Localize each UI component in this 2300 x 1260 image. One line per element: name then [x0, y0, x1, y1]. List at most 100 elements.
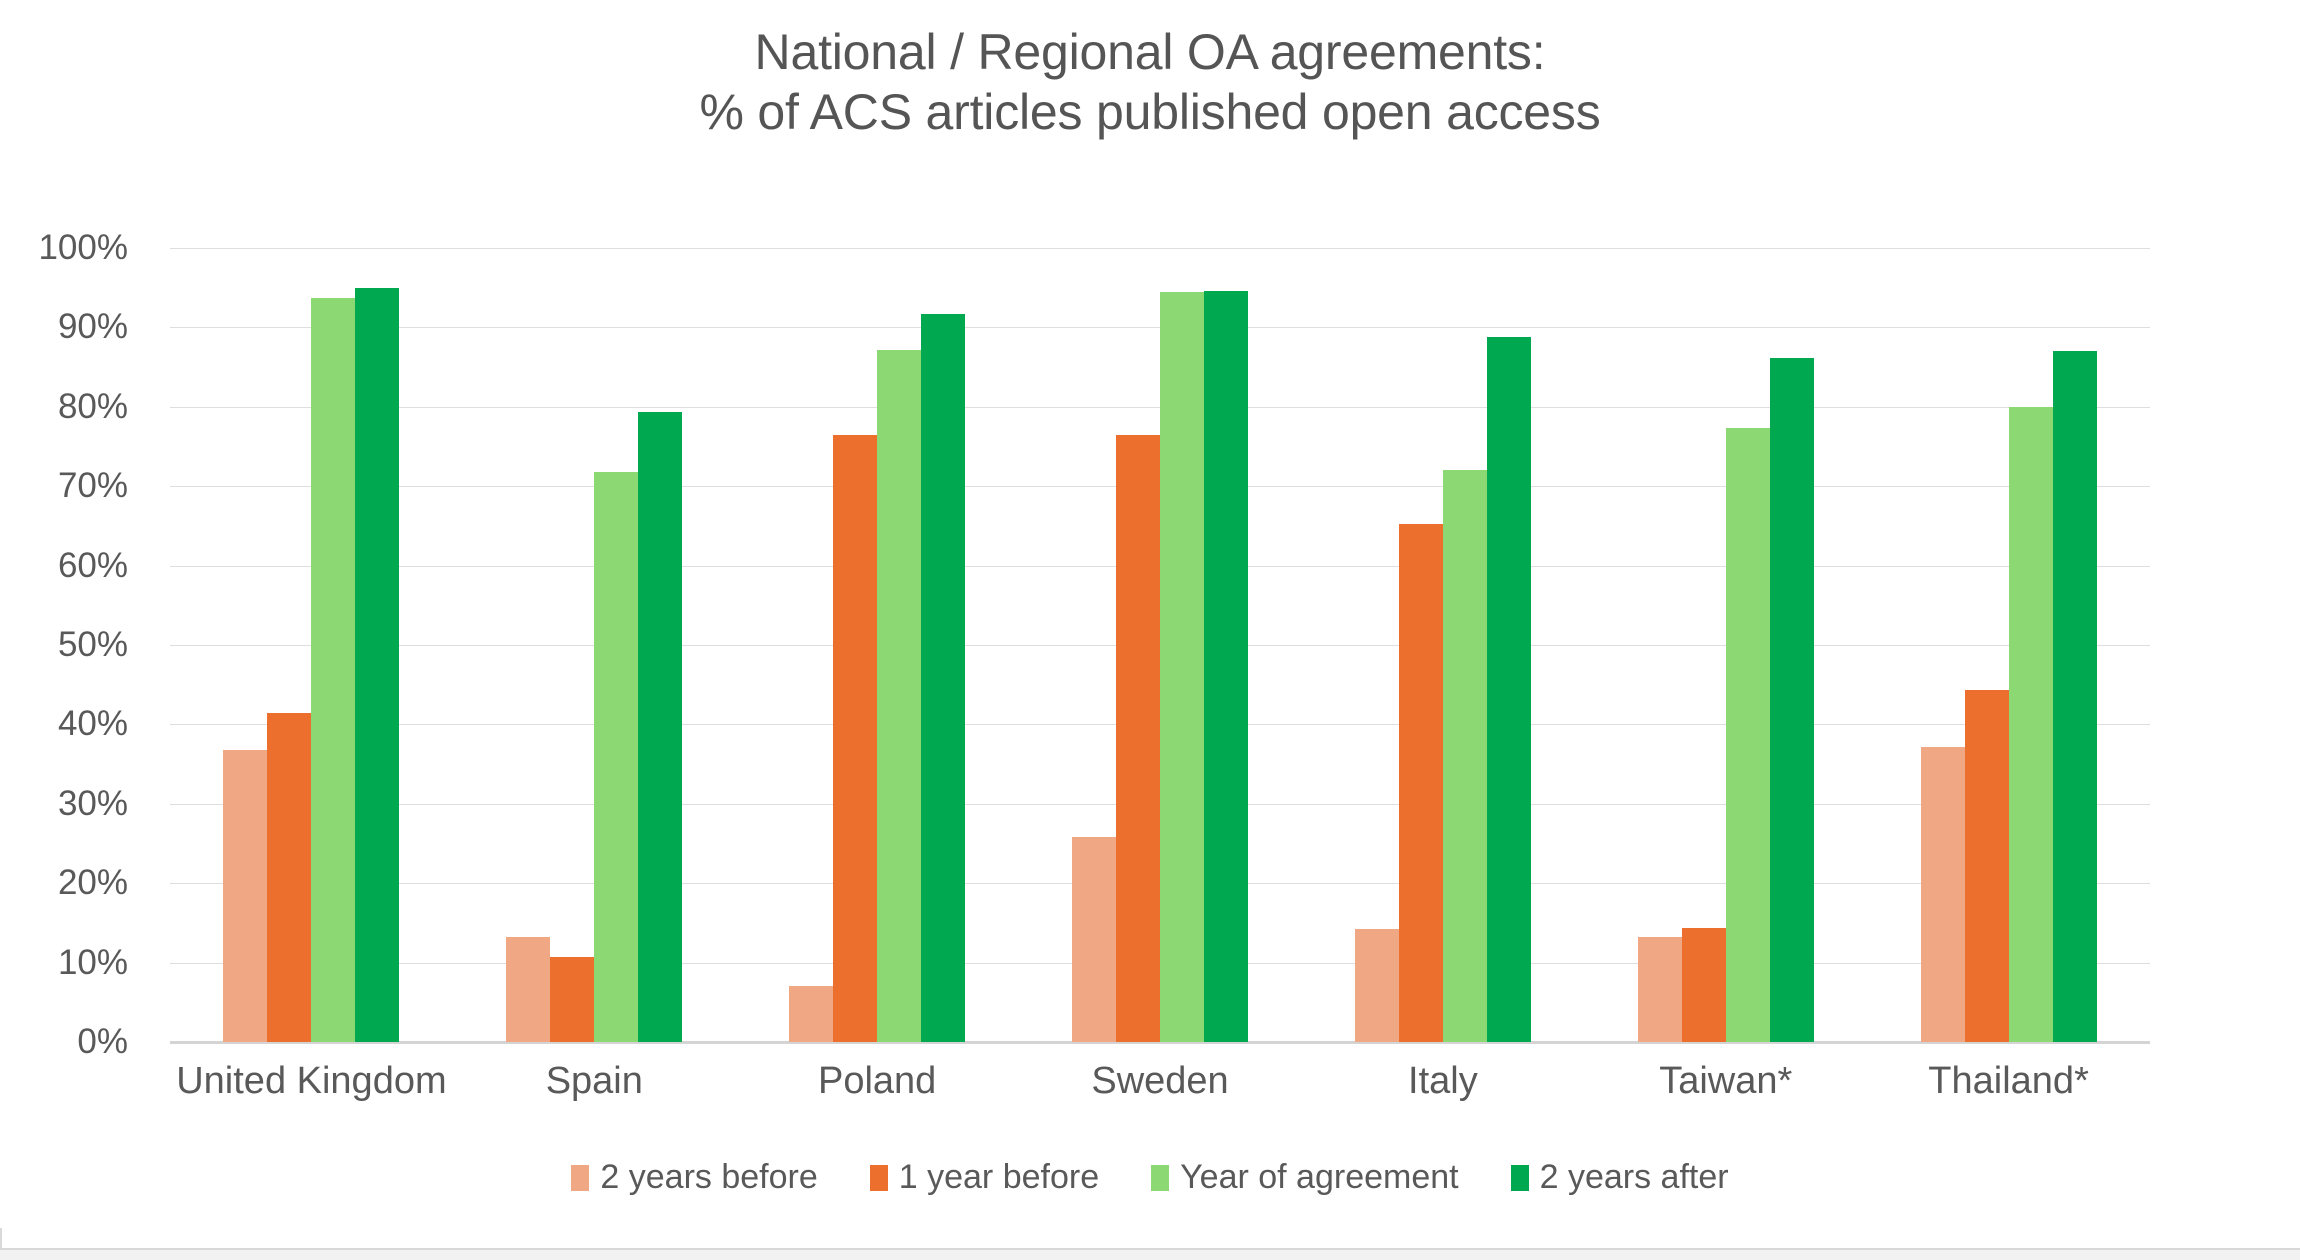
- bar[interactable]: [789, 986, 834, 1042]
- legend-label: 2 years before: [600, 1158, 818, 1196]
- chart-title-line-2: % of ACS articles published open access: [699, 84, 1601, 140]
- bar-group: [1584, 248, 1867, 1042]
- bar-slot: [638, 248, 683, 1042]
- bar[interactable]: [1681, 928, 1726, 1042]
- bar[interactable]: [921, 313, 966, 1042]
- bar[interactable]: [1637, 937, 1682, 1042]
- chart-title: National / Regional OA agreements: % of …: [0, 22, 2300, 142]
- x-axis-category-label: Poland: [817, 1060, 937, 1102]
- bar[interactable]: [877, 350, 922, 1042]
- bar-slot: [1769, 248, 1814, 1042]
- bar-slot: [921, 248, 966, 1042]
- gridline-0: [170, 1041, 2150, 1044]
- bar[interactable]: [1769, 358, 1814, 1042]
- plot-area: [170, 248, 2150, 1044]
- bar-group: [1301, 248, 1584, 1042]
- legend-item[interactable]: Year of agreement: [1151, 1158, 1459, 1197]
- bar[interactable]: [223, 749, 268, 1042]
- y-axis-tick-label: 50%: [57, 625, 128, 664]
- bar[interactable]: [833, 434, 878, 1042]
- y-axis-tick-label: 60%: [57, 545, 128, 585]
- bar[interactable]: [1160, 292, 1204, 1042]
- bar-slot: [550, 248, 595, 1042]
- y-axis-tick-label: 0%: [77, 1022, 128, 1061]
- legend-label: Year of agreement: [1180, 1158, 1459, 1196]
- bar-slot: [1398, 248, 1443, 1042]
- bar[interactable]: [311, 298, 356, 1042]
- bar[interactable]: [1725, 428, 1770, 1042]
- x-axis-labels: United Kingdom Spain Poland Sweden Italy Taiw…: [170, 1060, 2150, 1120]
- y-axis-tick-label: 90%: [57, 307, 128, 347]
- bar[interactable]: [1920, 746, 1965, 1042]
- legend-swatch-icon: [869, 1164, 888, 1191]
- bar-slot: [1725, 248, 1770, 1042]
- bar[interactable]: [1116, 435, 1160, 1042]
- y-axis-tick-label: 30%: [57, 783, 128, 823]
- legend-item[interactable]: 2 years after: [1510, 1158, 1729, 1197]
- bar[interactable]: [638, 411, 683, 1042]
- bar[interactable]: [550, 957, 595, 1042]
- bar[interactable]: [1442, 470, 1487, 1042]
- chart-title-line-1: National / Regional OA agreements:: [754, 24, 1546, 80]
- y-axis-tick-label: 40%: [57, 704, 128, 744]
- bar-slot: [594, 248, 639, 1042]
- bar[interactable]: [2052, 351, 2097, 1042]
- bar-slot: [267, 248, 312, 1042]
- legend-swatch-icon: [1510, 1164, 1529, 1191]
- bar-slot: [1637, 248, 1682, 1042]
- legend-swatch-icon: [571, 1164, 590, 1191]
- bar-slot: [1442, 248, 1487, 1042]
- bar-slot: [355, 248, 400, 1042]
- bar-slot: [311, 248, 356, 1042]
- bar[interactable]: [1204, 290, 1248, 1042]
- legend-item[interactable]: 1 year before: [869, 1158, 1100, 1197]
- legend-label: 1 year before: [898, 1158, 1100, 1196]
- bar-slot: [833, 248, 878, 1042]
- bar[interactable]: [2008, 406, 2053, 1042]
- bar-group: [453, 248, 736, 1042]
- bar-group: [1019, 248, 1302, 1042]
- y-axis-tick-label: 100%: [38, 228, 128, 267]
- bar-group: [1867, 248, 2150, 1042]
- y-axis-tick-label: 70%: [57, 466, 128, 506]
- bar-groups: [170, 248, 2150, 1042]
- bar-slot: [1160, 248, 1204, 1042]
- bar[interactable]: [1486, 336, 1531, 1042]
- bar-slot: [1964, 248, 2009, 1042]
- bar-slot: [1204, 248, 1248, 1042]
- bar[interactable]: [594, 471, 639, 1042]
- bar[interactable]: [1354, 929, 1399, 1042]
- bar-slot: [1354, 248, 1399, 1042]
- bar-group: [170, 248, 453, 1042]
- y-axis-labels: 0% 10% 20% 30% 40% 50% 60% 70% 80% 90% 100%: [0, 228, 150, 1061]
- bar-slot: [1116, 248, 1160, 1042]
- x-axis-category-label: Spain: [545, 1060, 643, 1102]
- y-axis-tick-label: 10%: [57, 942, 128, 982]
- y-axis-tick-label: 20%: [57, 863, 128, 903]
- x-axis-category-label: Taiwan*: [1659, 1060, 1793, 1102]
- bar[interactable]: [1072, 837, 1116, 1042]
- bar-slot: [2052, 248, 2097, 1042]
- legend-swatch-icon: [1151, 1164, 1170, 1191]
- bar-group: [736, 248, 1019, 1042]
- slide-edge-corner: [0, 1228, 24, 1250]
- x-axis-category-label: Italy: [1408, 1060, 1478, 1102]
- bar-slot: [1486, 248, 1531, 1042]
- bar-slot: [789, 248, 834, 1042]
- bar-slot: [1681, 248, 1726, 1042]
- bar[interactable]: [355, 287, 400, 1042]
- bar[interactable]: [1398, 524, 1443, 1042]
- bar[interactable]: [506, 937, 551, 1042]
- legend-label: 2 years after: [1539, 1158, 1729, 1196]
- x-axis-category-label: Thailand*: [1928, 1060, 2089, 1102]
- legend-item[interactable]: 2 years before: [571, 1158, 818, 1197]
- bar-slot: [506, 248, 551, 1042]
- gridline-100: [170, 248, 2150, 249]
- bar-slot: [1920, 248, 1965, 1042]
- x-axis-category-label: United Kingdom: [176, 1060, 447, 1102]
- bar[interactable]: [1964, 690, 2009, 1042]
- x-axis-category-label: Sweden: [1091, 1060, 1229, 1102]
- bar-slot: [223, 248, 268, 1042]
- bar[interactable]: [267, 713, 312, 1042]
